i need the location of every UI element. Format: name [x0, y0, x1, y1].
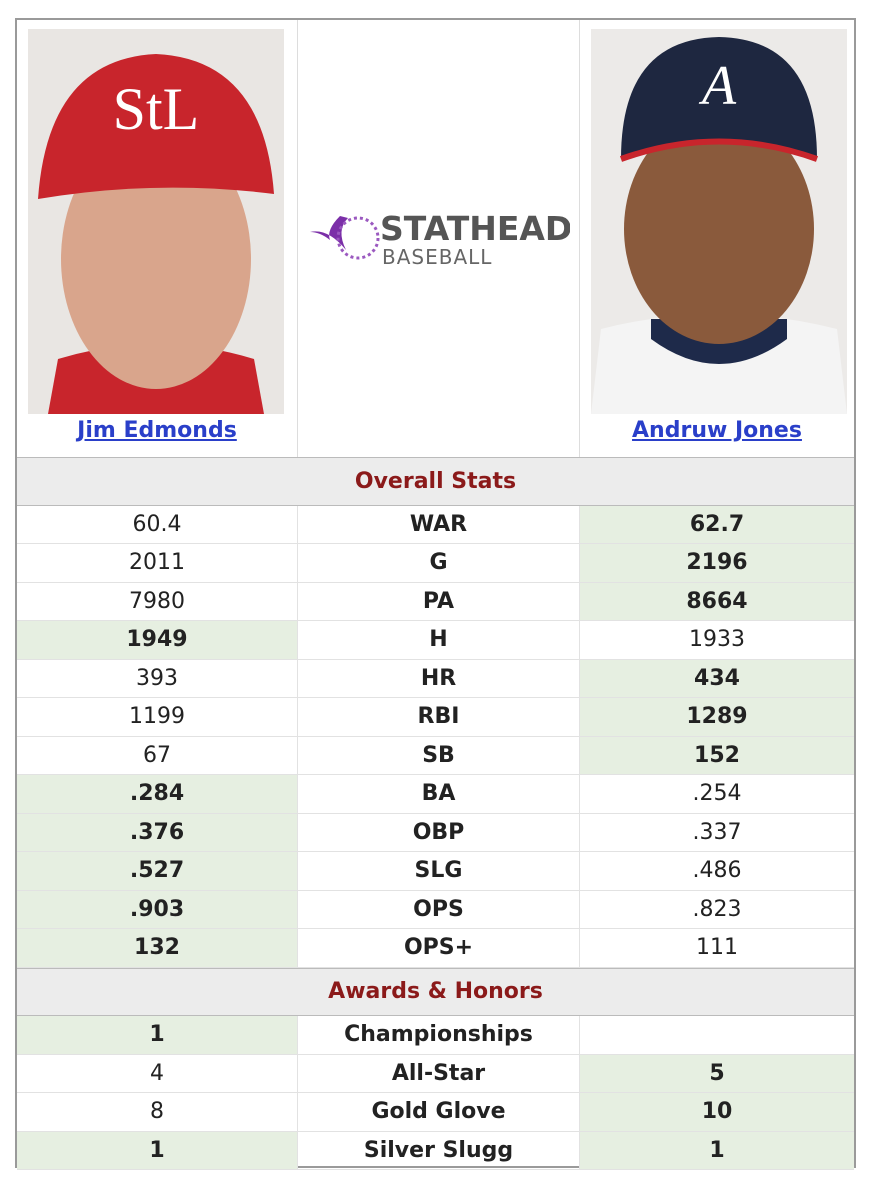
stat-value: .903	[17, 890, 298, 929]
logo-brand: STATHEAD	[380, 210, 570, 248]
svg-text:A: A	[698, 55, 737, 117]
stat-value: 5	[580, 1054, 854, 1093]
stat-value: .527	[17, 852, 298, 891]
player-column: StL Jim Edmonds	[17, 20, 298, 457]
stat-value: .486	[580, 852, 854, 891]
comparison-table: StL Jim Edmonds STATHEAD BASEBALL A Andr…	[15, 18, 856, 1170]
stat-value	[580, 1016, 854, 1055]
stat-value: 393	[17, 659, 298, 698]
stat-value: .823	[580, 891, 854, 929]
section-header: Overall Stats	[17, 457, 854, 506]
stat-value: 111	[580, 929, 854, 968]
stat-value: 1933	[580, 621, 854, 660]
player-name-link[interactable]: Jim Edmonds	[77, 418, 237, 443]
stat-value: 60.4	[17, 505, 298, 544]
stat-label: WAR	[298, 505, 580, 544]
stat-value: 152	[580, 736, 854, 775]
player-name-link[interactable]: Andruw Jones	[632, 418, 802, 443]
stat-label: BA	[298, 775, 580, 814]
stat-value: 1	[17, 1016, 298, 1055]
logo-column: STATHEAD BASEBALL	[298, 20, 580, 457]
stat-value: 132	[17, 929, 298, 968]
stat-value: 62.7	[580, 505, 854, 544]
stat-value: 4	[17, 1054, 298, 1093]
stat-value: 2196	[580, 544, 854, 583]
stat-label: PA	[298, 582, 580, 621]
stat-value: 1289	[580, 698, 854, 737]
stat-value: 2011	[17, 544, 298, 583]
stat-label: H	[298, 621, 580, 660]
stat-value: 1	[580, 1131, 854, 1170]
stat-value: .284	[17, 775, 298, 814]
stat-label: HR	[298, 659, 580, 698]
player-photo: StL	[28, 29, 284, 414]
section-header: Awards & Honors	[17, 967, 854, 1016]
player-column: A Andruw Jones	[580, 20, 854, 457]
stat-label: Championships	[298, 1016, 580, 1055]
stat-value: 8	[17, 1093, 298, 1132]
stat-value: .337	[580, 814, 854, 852]
stat-value: 1	[17, 1131, 298, 1170]
stat-label: SB	[298, 736, 580, 775]
stat-label: SLG	[298, 852, 580, 891]
svg-text:StL: StL	[113, 76, 200, 142]
stat-label: RBI	[298, 698, 580, 737]
stat-value: 1199	[17, 698, 298, 737]
stat-value: 7980	[17, 582, 298, 621]
stat-value: .254	[580, 775, 854, 814]
stat-label: OBP	[298, 813, 580, 852]
stat-label: G	[298, 544, 580, 583]
stat-value: 67	[17, 736, 298, 775]
stat-value: .376	[17, 813, 298, 852]
stat-value: 1949	[17, 621, 298, 660]
stathead-logo: STATHEAD BASEBALL	[310, 210, 570, 269]
stat-label: OPS+	[298, 929, 580, 968]
stat-label: OPS	[298, 890, 580, 929]
stat-value: 10	[580, 1093, 854, 1132]
stat-label: Gold Glove	[298, 1093, 580, 1132]
player-photo: A	[591, 29, 847, 414]
stat-value: 434	[580, 659, 854, 698]
logo-sub: BASEBALL	[382, 245, 492, 269]
stat-value: 8664	[580, 582, 854, 621]
stat-label: All-Star	[298, 1054, 580, 1093]
stat-label: Silver Slugg	[298, 1131, 580, 1170]
